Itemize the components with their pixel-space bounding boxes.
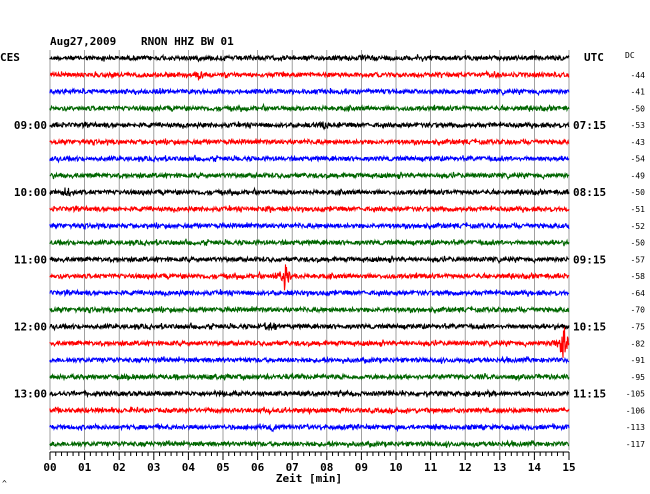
x-tick-label: 12 [459,461,472,474]
dc-label: DC [625,51,635,60]
dc-offset-label: -51 [631,205,646,214]
station-label: RNON HHZ BW 01 [141,35,234,48]
dc-offset-label: -95 [631,373,646,382]
dc-offset-label: -50 [631,104,646,113]
trace-line [49,204,570,214]
trace-line [49,255,570,265]
trace-line [49,120,570,131]
x-tick-label: 06 [251,461,265,474]
trace-line [49,186,570,198]
x-axis: 00 01 02 03 04 05 06 07 08 09 10 11 12 13 14 15 [43,451,576,474]
trace-line [49,422,570,433]
trace-line [49,53,570,63]
corner-mark: ^ [2,479,7,488]
trace-line [49,327,570,358]
x-axis-label: Zeit [min] [276,472,342,485]
dc-offset-label: -106 [626,406,645,415]
dc-offset-label: -105 [626,390,645,399]
right-hour-label: 11:15 [573,388,606,401]
x-tick-label: 13 [493,461,506,474]
trace-line [49,406,570,416]
trace-line [49,171,570,181]
trace-line [49,264,570,291]
trace-line [49,355,570,365]
dc-offset-label: -54 [631,155,646,164]
right-hour-label: 09:15 [573,253,606,266]
trace-line [49,388,570,399]
x-tick-label: 00 [43,461,56,474]
left-hour-label: 10:00 [14,186,47,199]
trace-line [49,372,570,382]
left-zone-label: CES [0,51,20,64]
trace-line [49,137,570,147]
dc-offset-label: -57 [631,255,646,264]
x-tick-label: 15 [562,461,575,474]
dc-offset-label: -49 [631,171,646,180]
dc-offset-label: -58 [631,272,646,281]
trace-line [49,87,570,97]
right-zone-label: UTC [584,51,604,64]
dc-offset-label: -113 [626,423,645,432]
x-tick-label: 14 [528,461,542,474]
x-tick-label: 08 [320,461,333,474]
x-tick-label: 11 [424,461,438,474]
trace-group [49,53,570,448]
right-hour-label: 10:15 [573,320,606,333]
right-hour-labels: 07:15 08:15 09:15 10:15 11:15 [573,119,606,400]
dc-offset-label: -64 [631,289,646,298]
dc-offset-label: -41 [631,88,646,97]
trace-line [49,102,570,113]
x-tick-label: 05 [216,461,229,474]
trace-line [49,322,570,332]
dc-offset-label: -91 [631,356,646,365]
x-tick-label: 03 [147,461,160,474]
trace-line [49,305,570,314]
left-hour-label: 09:00 [14,119,47,132]
dc-offset-label: -50 [631,239,646,248]
left-hour-labels: 09:00 10:00 11:00 12:00 13:00 [14,119,47,400]
dc-offset-label: -70 [631,306,646,315]
date-label: Aug27,2009 [50,35,116,48]
x-tick-label: 10 [389,461,402,474]
dc-offset-label: -44 [631,71,646,80]
dc-offset-label: -53 [631,121,646,130]
dc-offset-label: -50 [631,188,646,197]
trace-line [49,439,570,448]
dc-offset-label: -52 [631,222,646,231]
x-tick-label: 04 [182,461,196,474]
left-hour-label: 12:00 [14,320,47,333]
trace-line [49,69,570,81]
dc-offset-labels: -44 -41 -50 -53 -43 -54 -49 -50 -51 -52 -50 -57 -58 -… [626,71,645,449]
trace-line [49,288,570,298]
trace-line [49,221,570,230]
dc-offset-label: -82 [631,339,646,348]
left-hour-label: 11:00 [14,253,47,266]
x-tick-label: 07 [286,461,299,474]
trace-line [49,154,570,164]
x-tick-label: 02 [113,461,126,474]
trace-line [49,238,570,247]
x-tick-label: 09 [355,461,368,474]
right-hour-label: 07:15 [573,119,606,132]
right-hour-label: 08:15 [573,186,606,199]
left-hour-label: 13:00 [14,388,47,401]
dc-offset-label: -117 [626,440,645,449]
x-tick-label: 01 [78,461,92,474]
dc-offset-label: -75 [631,322,646,331]
dc-offset-label: -43 [631,138,646,147]
minute-grid [49,50,570,450]
